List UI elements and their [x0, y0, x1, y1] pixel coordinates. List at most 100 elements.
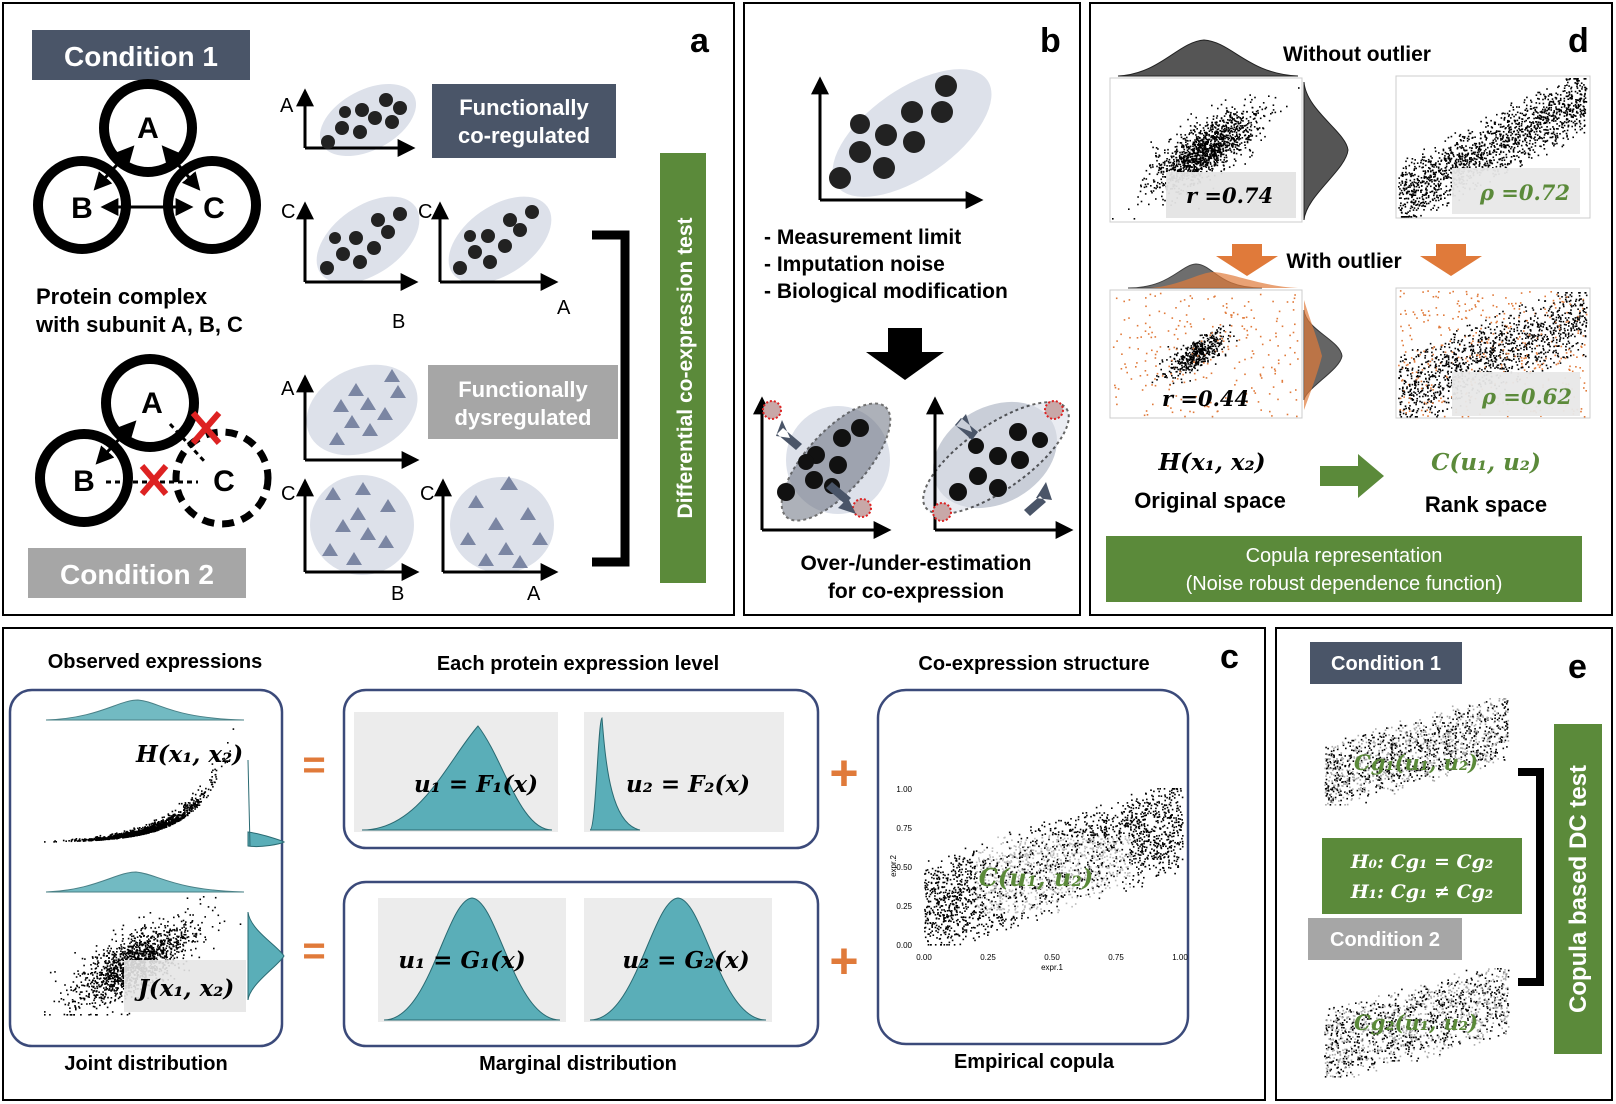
axis-a-label-4: A	[527, 583, 541, 605]
func-dysreg-line1: Functionally	[458, 377, 588, 402]
joint-marginal-top-2	[45, 871, 245, 893]
scatter-with-outlier	[1109, 289, 1303, 419]
axis-a-label-3: A	[281, 378, 295, 400]
marginal-density-top-2-orange	[1150, 272, 1298, 288]
func-coreg-line2: co-regulated	[458, 123, 590, 148]
panel-a-border	[2, 2, 735, 616]
marginal-density-right-1	[1303, 81, 1349, 221]
axis-c-label-4: C	[420, 483, 434, 505]
cg1-formula: Cg₁(u₁, u₂)	[1354, 750, 1478, 775]
protein-complex-1: A B C	[33, 79, 261, 254]
scatter-cb-coreg	[296, 196, 420, 291]
panel-label-d: d	[1568, 22, 1589, 60]
copula-ylabel: expr.2	[889, 855, 898, 877]
bullet-1: - Measurement limit	[764, 226, 961, 249]
panel-label-c: c	[1220, 638, 1239, 676]
ytick-0.50: 0.50	[896, 863, 912, 872]
rank-scatter-with-outlier	[1395, 287, 1591, 419]
ytick-0.75: 0.75	[896, 824, 912, 833]
marginal-density-right-2-orange	[1304, 300, 1322, 410]
condition2-label: Condition 2	[60, 559, 214, 590]
marginal-plot-u2-f	[584, 712, 784, 832]
b-caption-line1: Over-/under-estimation	[800, 552, 1031, 575]
node-c: C	[203, 192, 225, 225]
green-right-arrow-icon	[1320, 454, 1384, 498]
without-outlier-label: Without outlier	[1283, 43, 1431, 66]
c-formula-d: C(u₁, u₂)	[1431, 449, 1541, 476]
marginal-box-f	[342, 688, 820, 850]
marginal-density-top-1	[1117, 39, 1299, 77]
each-protein-heading: Each protein expression level	[437, 653, 719, 675]
node-b: B	[71, 192, 93, 225]
scatter-no-outlier	[1109, 77, 1303, 223]
e-condition1-box	[1310, 642, 1462, 684]
scatter-ca-dysreg	[434, 476, 559, 581]
complex-caption-1: Protein complex	[36, 284, 208, 309]
with-outlier-label: With outlier	[1286, 250, 1401, 273]
condition1-label: Condition 1	[64, 41, 218, 72]
scatter-over-estimation	[753, 396, 892, 539]
rank-scatter-no-outlier	[1395, 75, 1591, 219]
coexpr-heading: Co-expression structure	[918, 653, 1149, 675]
ytick-0.25: 0.25	[896, 902, 912, 911]
cg2-formula: Cg₂(u₁, u₂)	[1354, 1010, 1478, 1035]
copula-line2: (Noise robust dependence function)	[1186, 573, 1503, 595]
r-value-1: r =0.74	[1186, 183, 1273, 208]
h0-formula: H₀: Cg₁ = Cg₂	[1350, 851, 1494, 873]
bullet-2: - Imputation noise	[764, 253, 945, 276]
copula-box	[876, 688, 1190, 1046]
scatter-under-estimation	[922, 396, 1074, 539]
e-condition2-label: Condition 2	[1330, 929, 1440, 951]
e-copula-plot-2	[1322, 966, 1510, 1078]
scatter-cb-dysreg	[296, 475, 420, 581]
observed-heading: Observed expressions	[48, 651, 263, 673]
panel-label-a: a	[690, 22, 710, 60]
marginal-caption: Marginal distribution	[479, 1053, 677, 1075]
dc-test-e-box	[1554, 724, 1602, 1054]
panel-b-border	[743, 2, 1081, 616]
copula-x-ticks: 0.00 0.25 0.50 0.75 1.00	[916, 953, 1188, 962]
node-b-2: B	[73, 465, 95, 498]
e-condition1-label: Condition 1	[1331, 653, 1441, 675]
xtick-0.75: 0.75	[1108, 953, 1124, 962]
joint-scatter-j	[42, 894, 246, 1018]
copula-representation-box	[1106, 536, 1582, 602]
panel-e-border	[1275, 627, 1613, 1101]
equals-sign-2: =	[302, 929, 325, 973]
node-a-2: A	[141, 387, 163, 420]
scatter-ab-coreg	[296, 83, 417, 157]
joint-marginal-right-1	[247, 759, 286, 847]
rho-value-2: ρ =0.62	[1481, 384, 1572, 409]
hypothesis-box	[1322, 838, 1522, 914]
u2-f-formula: u₂ = F₂(x)	[626, 771, 750, 798]
scatter-ca-coreg	[431, 196, 559, 291]
u1-f-formula: u₁ = F₁(x)	[414, 771, 538, 798]
u2-g-formula: u₂ = G₂(x)	[622, 947, 749, 974]
scatter-ideal	[811, 69, 992, 209]
u1-g-formula: u₁ = G₁(x)	[398, 947, 525, 974]
bullet-3: - Biological modification	[764, 280, 1008, 303]
orange-down-arrow-icon	[1216, 244, 1278, 276]
axis-a-label-2: A	[557, 297, 571, 319]
axis-c-label-3: C	[281, 483, 295, 505]
dc-test-e-label: Copula based DC test	[1565, 765, 1592, 1013]
plus-sign-2: +	[829, 933, 858, 989]
empirical-copula-plot	[922, 786, 1186, 946]
dc-test-box	[660, 153, 706, 583]
axis-b-label-2: B	[391, 583, 404, 605]
func-dysreg-box	[428, 365, 618, 439]
func-coreg-line1: Functionally	[459, 95, 589, 120]
panel-c-border	[2, 627, 1266, 1101]
condition1-box	[32, 30, 250, 80]
node-c-2: C	[213, 465, 235, 498]
broken-link-x-icon	[139, 464, 169, 496]
equals-sign-1: =	[302, 743, 325, 787]
marginal-plot-u1-f	[354, 712, 558, 832]
xtick-0.25: 0.25	[980, 953, 996, 962]
func-coreg-box	[432, 84, 616, 158]
panel-d-border	[1089, 2, 1613, 616]
b-caption-line2: for co-expression	[828, 580, 1004, 603]
e-copula-plot-1	[1322, 696, 1510, 806]
joint-scatter-h	[42, 722, 246, 846]
r-value-2: r =0.44	[1162, 386, 1249, 411]
